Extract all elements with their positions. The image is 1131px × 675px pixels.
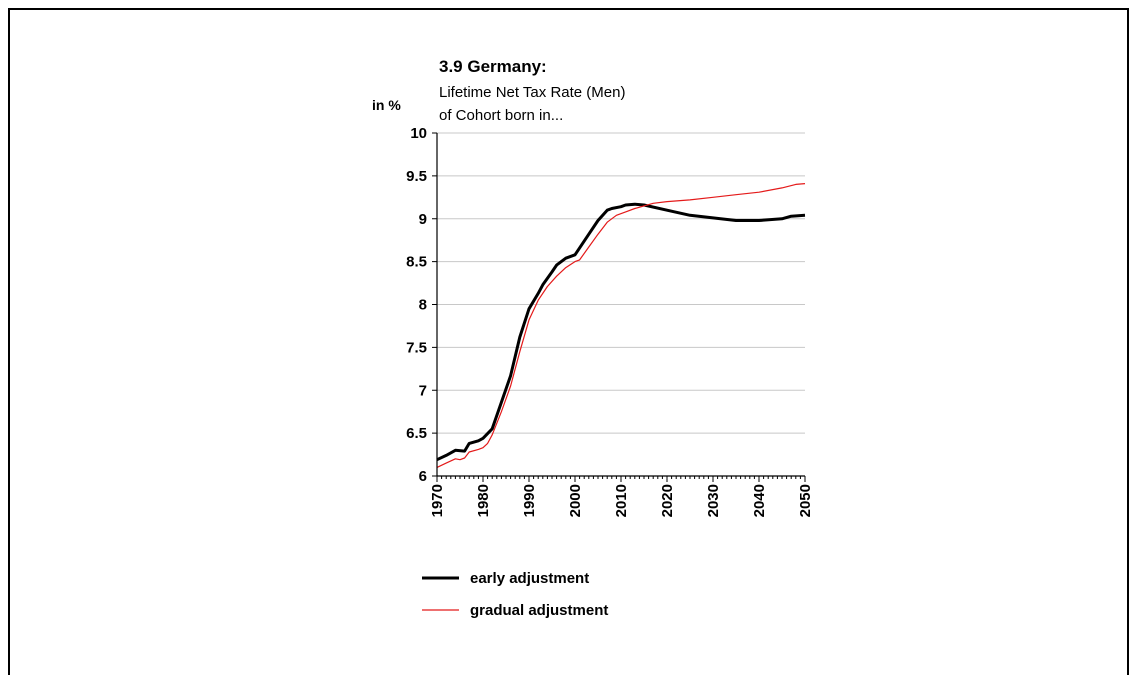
- y-tick-label: 8: [419, 297, 427, 314]
- x-tick-label: 2040: [751, 484, 768, 517]
- y-tick-label: 7: [419, 382, 427, 399]
- x-tick-label: 2020: [659, 484, 676, 517]
- chart-title: 3.9 Germany:: [439, 57, 547, 76]
- x-tick-label: 2050: [797, 484, 814, 517]
- y-tick-label: 10: [410, 125, 427, 142]
- x-tick-label: 2010: [613, 484, 630, 517]
- y-axis-label: in %: [372, 97, 401, 113]
- legend: early adjustment gradual adjustment: [422, 570, 608, 619]
- x-tick-label: 1970: [429, 484, 446, 517]
- chart-frame: [8, 8, 1129, 675]
- y-tick-label: 6: [419, 468, 427, 485]
- series-line-2: [436, 183, 806, 468]
- y-tick-label: 6.5: [406, 425, 427, 442]
- y-tick-label: 7.5: [406, 339, 427, 356]
- legend-label-1: early adjustment: [470, 570, 589, 587]
- x-tick-label: 2000: [567, 484, 584, 517]
- y-tick-label: 9: [419, 211, 427, 228]
- series-line-1: [436, 202, 806, 462]
- axes: 6 6.5 7 7.5 8 8.5 9 9.5 10 1970 1980 1990 2000 2010 20…: [406, 125, 814, 517]
- grid-lines: [437, 132, 805, 434]
- x-tick-label: 1980: [475, 484, 492, 517]
- x-tick-label: 1990: [521, 484, 538, 517]
- chart-subtitle-line-1: Lifetime Net Tax Rate (Men): [439, 84, 625, 101]
- x-tick-label: 2030: [705, 484, 722, 517]
- y-tick-label: 8.5: [406, 254, 427, 271]
- chart-subtitle-line-2: of Cohort born in...: [439, 107, 563, 124]
- series-lines: [436, 183, 806, 468]
- legend-label-2: gradual adjustment: [470, 602, 608, 619]
- y-tick-label: 9.5: [406, 168, 427, 185]
